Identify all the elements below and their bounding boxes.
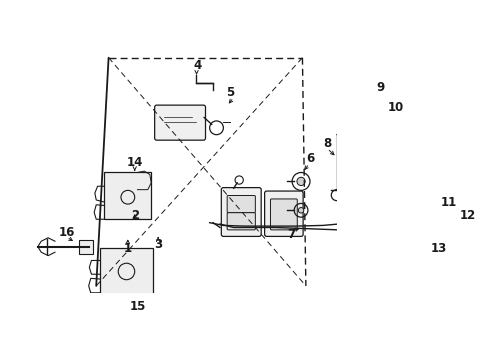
FancyBboxPatch shape bbox=[227, 213, 255, 230]
Text: 9: 9 bbox=[377, 81, 385, 94]
Text: 14: 14 bbox=[126, 156, 143, 169]
FancyBboxPatch shape bbox=[221, 188, 261, 237]
Text: 8: 8 bbox=[323, 137, 331, 150]
Text: 10: 10 bbox=[388, 101, 404, 114]
Text: 11: 11 bbox=[441, 195, 457, 208]
FancyBboxPatch shape bbox=[270, 199, 297, 230]
Bar bbox=[104, 172, 151, 219]
FancyBboxPatch shape bbox=[355, 95, 384, 147]
Text: 5: 5 bbox=[226, 86, 234, 99]
Bar bbox=[99, 248, 153, 295]
Text: 1: 1 bbox=[124, 242, 132, 255]
Circle shape bbox=[298, 208, 304, 213]
Text: 13: 13 bbox=[430, 242, 447, 255]
Text: 15: 15 bbox=[129, 300, 146, 313]
Text: 12: 12 bbox=[459, 209, 475, 222]
Text: 7: 7 bbox=[287, 228, 295, 241]
Circle shape bbox=[297, 177, 305, 185]
Text: 16: 16 bbox=[58, 226, 75, 239]
Text: 2: 2 bbox=[131, 209, 139, 222]
Text: 3: 3 bbox=[154, 238, 162, 251]
Text: 6: 6 bbox=[307, 152, 315, 165]
Text: 4: 4 bbox=[194, 59, 202, 72]
FancyBboxPatch shape bbox=[265, 191, 303, 237]
Bar bbox=[79, 240, 93, 253]
FancyBboxPatch shape bbox=[227, 195, 255, 213]
FancyBboxPatch shape bbox=[155, 105, 205, 140]
